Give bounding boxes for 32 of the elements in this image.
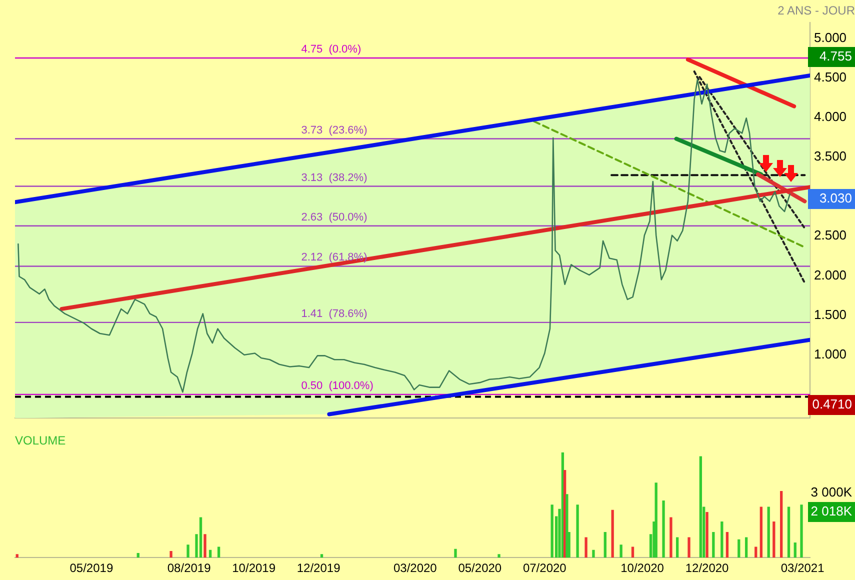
y-tick-label: 2.500	[814, 228, 847, 243]
x-tick-label: 10/2020	[620, 561, 664, 576]
x-tick-label: 12/2019	[296, 561, 341, 576]
x-tick-label: 05/2020	[458, 561, 502, 576]
ref-line-label: 2.12 (61.8%)	[301, 252, 368, 264]
y-tick-label: 5.000	[814, 30, 847, 45]
y-tick-label: 4.500	[814, 69, 847, 84]
y-tick-label: 1.000	[814, 346, 847, 362]
y-tick-label: 1.500	[814, 306, 847, 322]
chart-title: VOLUME	[15, 434, 66, 448]
text: 2 018K	[810, 504, 852, 519]
y-tick-label: 2.000	[814, 267, 847, 282]
x-tick-label: 03/2021	[780, 561, 825, 576]
ref-line-label: 3.13 (38.2%)	[301, 172, 368, 184]
ref-line-label: 4.75 (0.0%)	[301, 44, 362, 56]
text: 3.030	[819, 190, 852, 206]
text: 4.755	[819, 48, 852, 64]
x-tick-label: 08/2019	[167, 561, 212, 576]
chart-title: 2 ANS - JOUR	[778, 4, 855, 18]
x-tick-label: 10/2019	[232, 561, 276, 576]
text: 3 000K	[810, 484, 852, 500]
y-tick-label: 3.500	[814, 148, 847, 164]
ref-line-label: 2.63 (50.0%)	[301, 211, 368, 224]
x-tick-label: 12/2020	[685, 561, 730, 576]
ref-line-label: 3.73 (23.6%)	[301, 124, 368, 136]
text: 0.4710	[812, 396, 852, 412]
ref-line-label: 0.50 (100.0%)	[301, 380, 374, 392]
x-tick-label: 07/2020	[522, 561, 567, 576]
x-tick-label: 05/2019	[70, 561, 114, 576]
ref-line-label: 1.41 (78.6%)	[301, 308, 368, 320]
y-tick-label: 4.000	[814, 108, 847, 124]
x-tick-label: 03/2020	[393, 561, 438, 576]
